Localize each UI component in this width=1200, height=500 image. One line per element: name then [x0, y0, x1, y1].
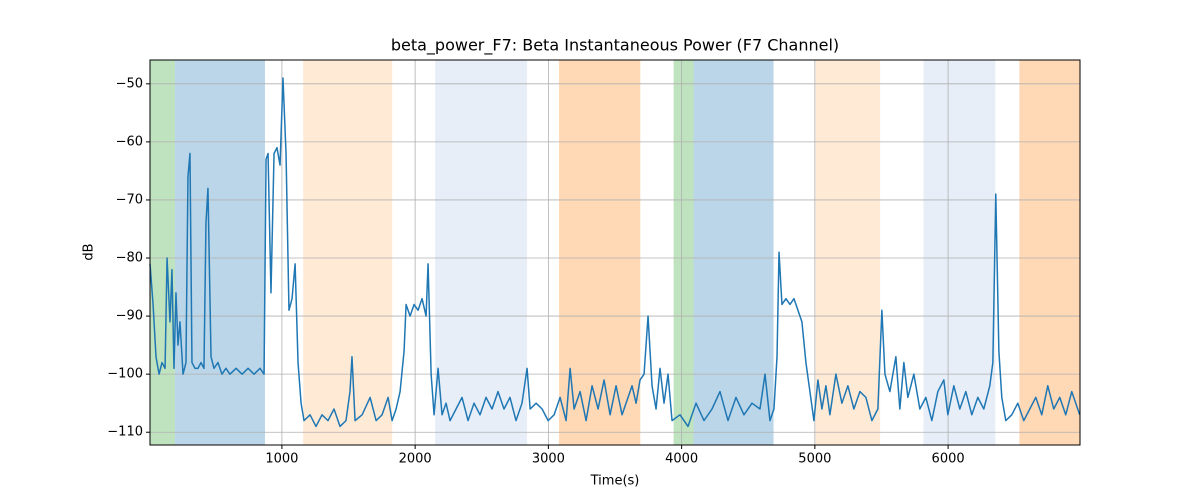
y-tick-label: −90: [116, 309, 143, 324]
x-axis-label: Time(s): [590, 474, 640, 489]
x-tick-label: 2000: [399, 452, 432, 467]
x-tick-label: 4000: [665, 452, 698, 467]
shaded-span: [174, 60, 265, 445]
x-tick-label: 3000: [532, 452, 565, 467]
marks: [149, 77, 1081, 428]
chart-title: beta_power_F7: Beta Instantaneous Power …: [391, 36, 839, 56]
x-tick-label: 5000: [798, 452, 831, 467]
shaded-span: [815, 60, 881, 445]
y-tick-label: −110: [107, 425, 143, 440]
shaded-span: [673, 60, 694, 445]
y-tick-label: −60: [116, 134, 143, 149]
y-axis-label: dB: [82, 243, 97, 260]
y-tick-label: −70: [116, 192, 143, 207]
y-tick-label: −50: [116, 76, 143, 91]
shaded-span: [1019, 60, 1080, 445]
plot-frame: [149, 59, 1081, 446]
shaded-span: [923, 60, 996, 445]
x-tick-label: 6000: [932, 452, 965, 467]
shaded-span: [435, 60, 528, 445]
grid: [150, 60, 1080, 445]
shaded-span: [150, 60, 175, 445]
shaded-span: [303, 60, 393, 445]
spans: [150, 60, 1080, 445]
y-tick-label: −100: [107, 367, 143, 382]
labels: 1000 2000 3000 4000 5000 6000 −110 −100 −90 −80 −7…: [107, 76, 964, 466]
data-line: [149, 77, 1081, 428]
y-tick-label: −80: [116, 251, 143, 266]
shaded-span: [693, 60, 774, 445]
x-tick-label: 1000: [265, 452, 298, 467]
shaded-span: [559, 60, 641, 445]
